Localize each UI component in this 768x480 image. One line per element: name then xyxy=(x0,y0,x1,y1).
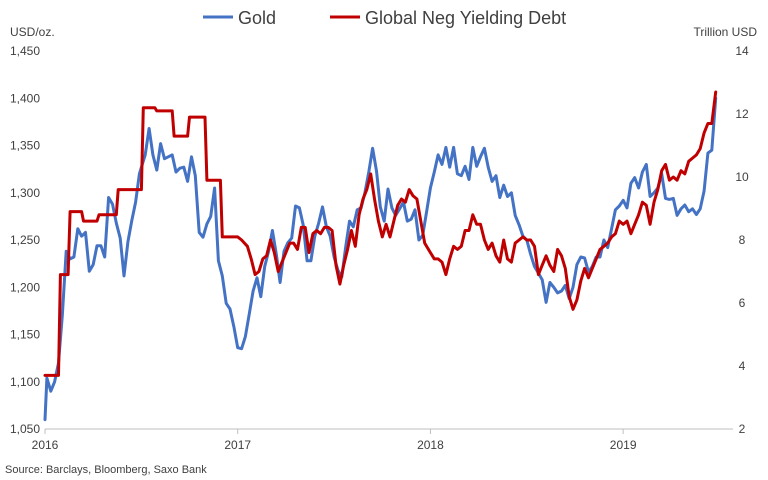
left-axis-tick-label: 1,250 xyxy=(10,233,40,247)
left-axis-tick-label: 1,100 xyxy=(10,375,40,389)
right-axis-tick-label: 8 xyxy=(739,233,746,247)
legend: Gold Global Neg Yielding Debt xyxy=(203,8,566,28)
left-axis-tick-label: 1,150 xyxy=(10,328,40,342)
left-axis-tick-label: 1,350 xyxy=(10,139,40,153)
left-axis-tick-label: 1,300 xyxy=(10,186,40,200)
left-axis-tick-label: 1,450 xyxy=(10,44,40,58)
right-axis-tick-label: 10 xyxy=(735,170,749,184)
right-axis-unit: Trillion USD xyxy=(693,25,757,39)
legend-label-gold: Gold xyxy=(238,8,276,28)
right-axis-tick-label: 14 xyxy=(735,44,749,58)
left-axis-ticks: 1,050 1,100 1,150 1,200 1,250 1,300 1,350 1,400… xyxy=(10,44,40,436)
x-axis-ticks: 2016 2017 2018 2019 xyxy=(32,429,637,452)
series-layer xyxy=(43,90,718,422)
x-axis-tick-label: 2019 xyxy=(610,438,637,452)
x-axis-tick-label: 2016 xyxy=(32,438,59,452)
legend-label-debt: Global Neg Yielding Debt xyxy=(365,8,566,28)
x-axis-tick-label: 2017 xyxy=(224,438,251,452)
left-axis-tick-label: 1,050 xyxy=(10,422,40,436)
left-axis-tick-label: 1,200 xyxy=(10,280,40,294)
right-axis-tick-label: 6 xyxy=(739,296,746,310)
right-axis-tick-label: 4 xyxy=(739,359,746,373)
left-axis-unit: USD/oz. xyxy=(10,25,55,39)
gold-price-line xyxy=(43,96,718,422)
right-axis-ticks: 2 4 6 8 10 12 14 xyxy=(735,44,749,436)
x-axis-tick-label: 2018 xyxy=(417,438,444,452)
right-axis-tick-label: 12 xyxy=(735,107,749,121)
source-note: Source: Barclays, Bloomberg, Saxo Bank xyxy=(5,464,207,476)
negative-yielding-debt-line xyxy=(43,90,718,377)
right-axis-tick-label: 2 xyxy=(739,422,746,436)
left-axis-tick-label: 1,400 xyxy=(10,91,40,105)
